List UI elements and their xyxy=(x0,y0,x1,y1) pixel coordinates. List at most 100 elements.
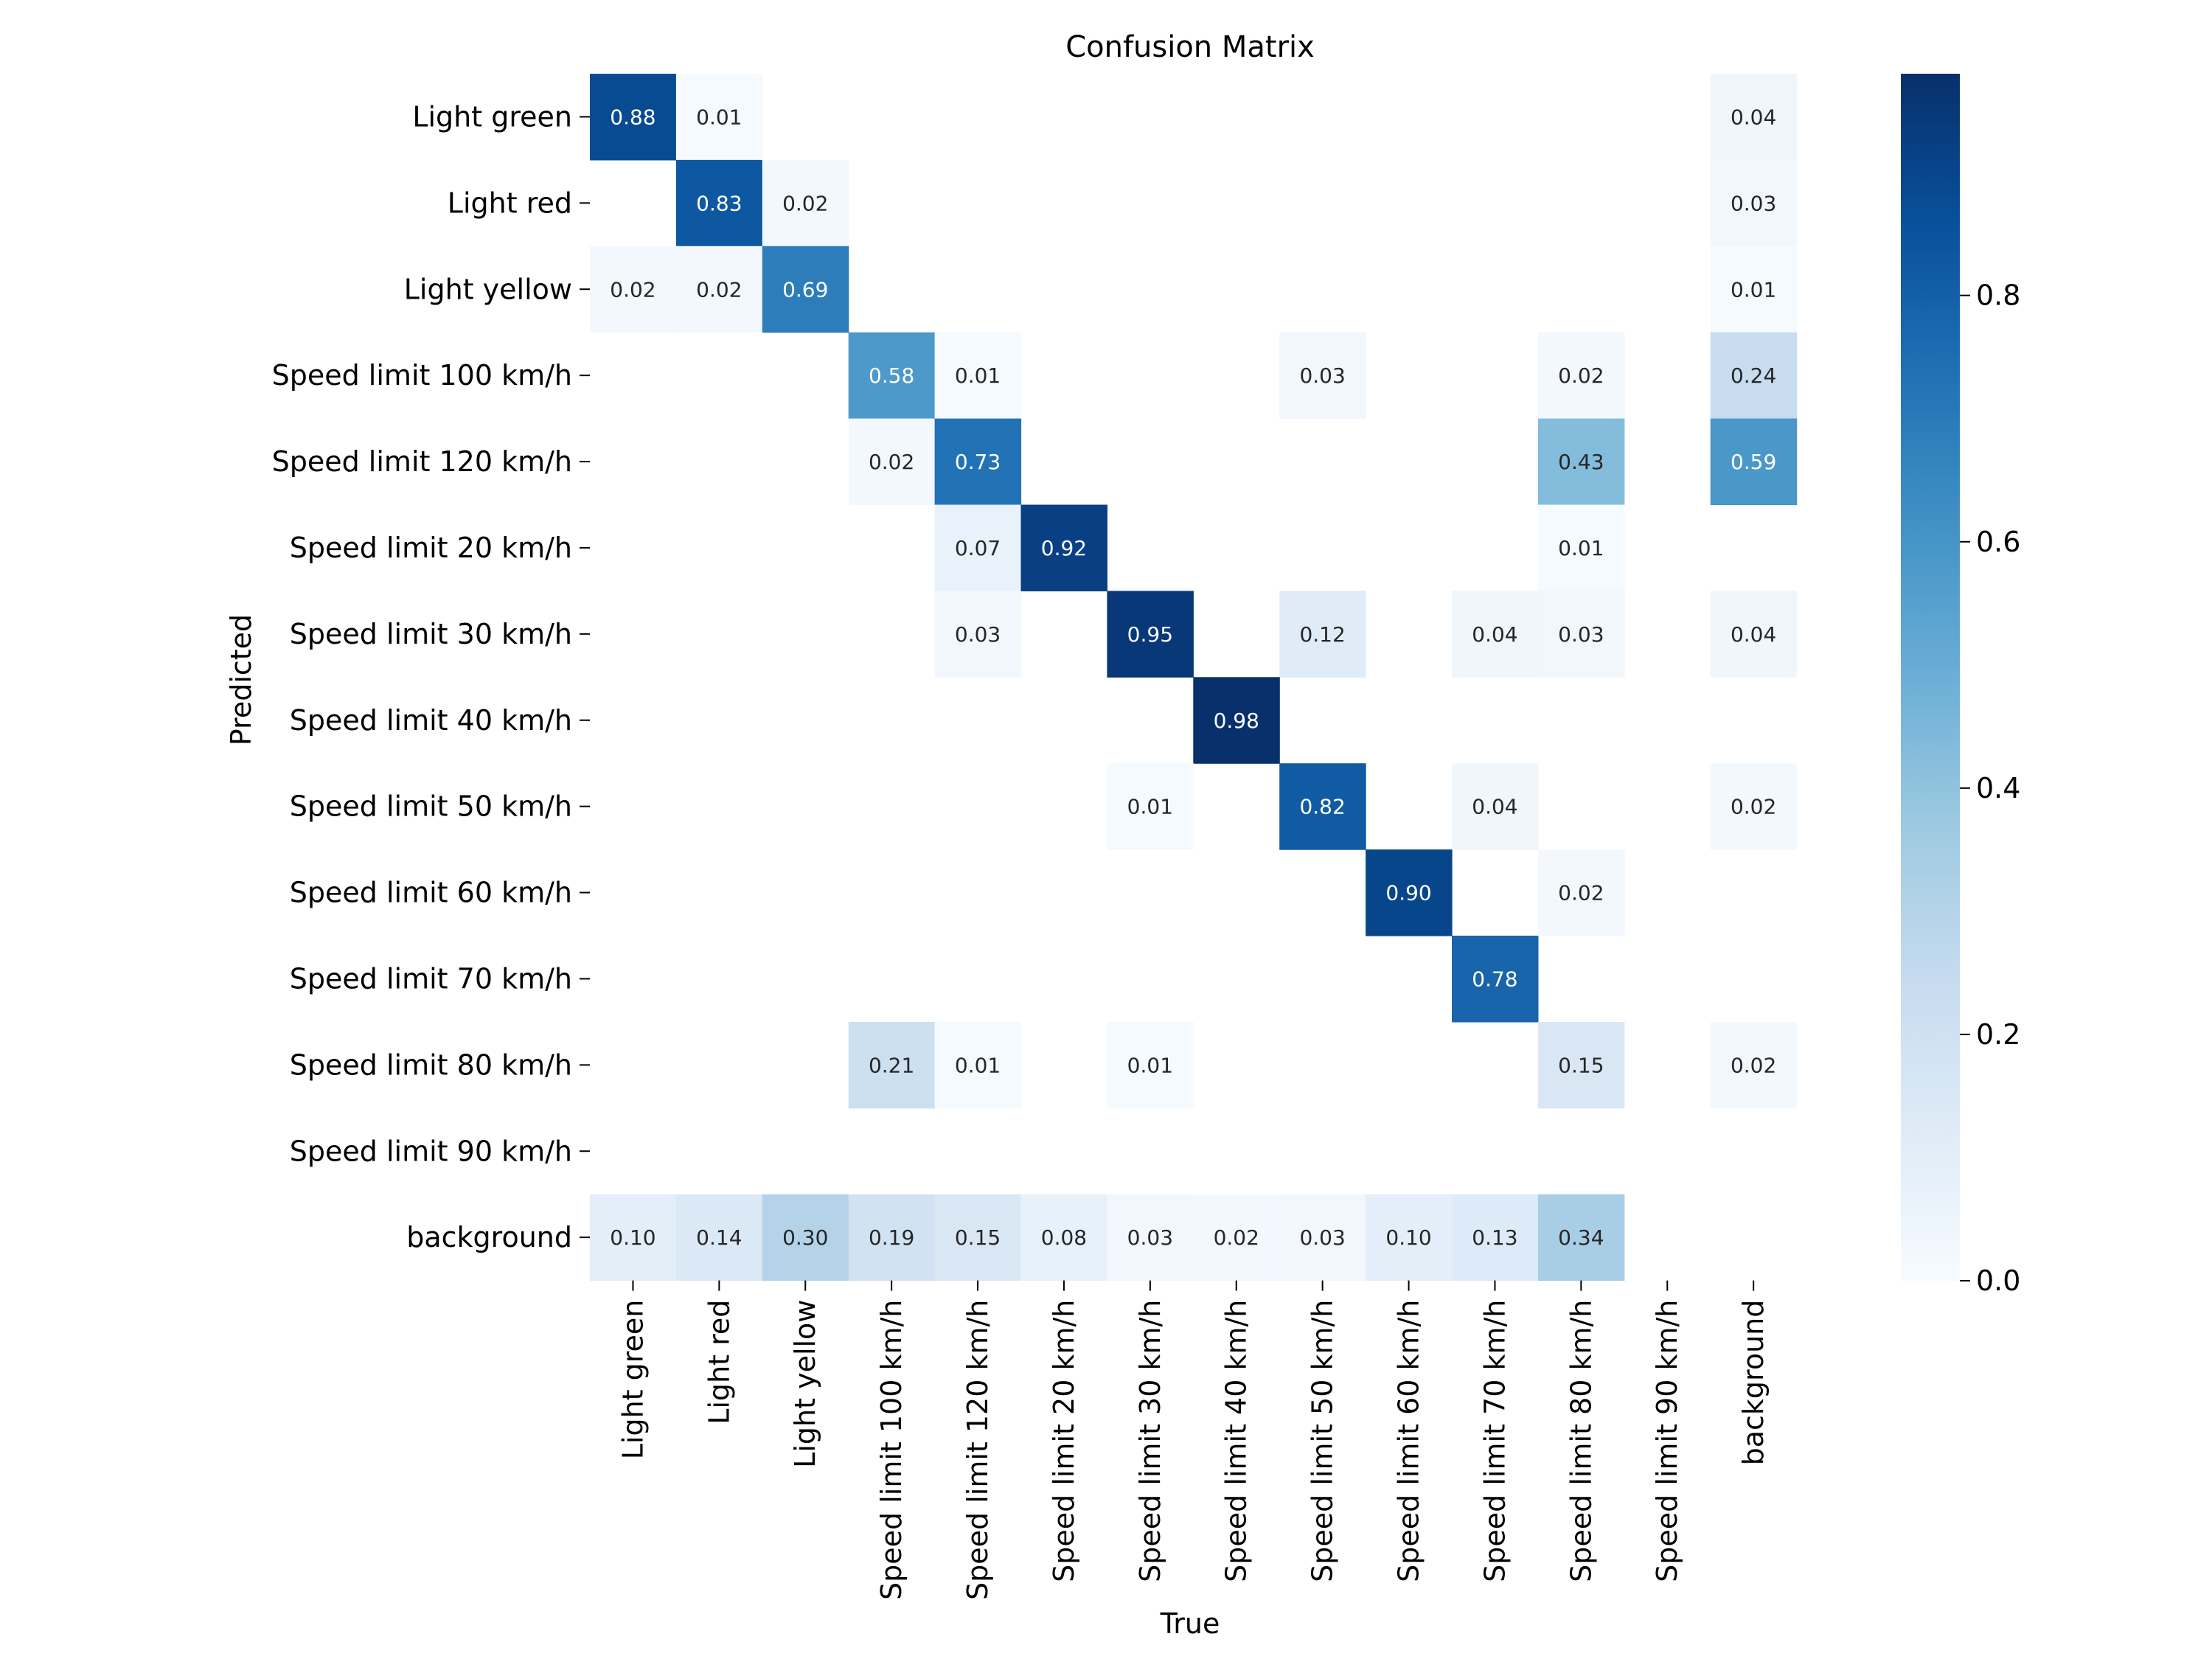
cell-value-label: 0.15 xyxy=(1558,1053,1604,1077)
heatmap-cell xyxy=(1020,1194,1107,1281)
colorbar-tick-label: 0.2 xyxy=(1976,1018,2020,1051)
heatmap-cell xyxy=(1279,332,1366,420)
cell-value-label: 0.04 xyxy=(1472,622,1517,647)
y-tick-label: Speed limit 50 km/h xyxy=(290,790,572,823)
cell-value-label: 0.90 xyxy=(1385,881,1431,905)
cell-value-label: 0.78 xyxy=(1472,967,1517,991)
heatmap-cell xyxy=(1107,763,1194,850)
cell-value-label: 0.08 xyxy=(1041,1225,1087,1250)
cell-value-label: 0.34 xyxy=(1558,1225,1604,1250)
heatmap-cell xyxy=(1710,74,1798,161)
colorbar-tick-label: 0.0 xyxy=(1976,1265,2020,1297)
heatmap-cell xyxy=(1020,504,1107,591)
heatmap-cell xyxy=(934,418,1022,506)
heatmap-cells: 0.88 0.01 0.04 0.83 0.02 0.03 0.02 0.02 0.69 0.01… xyxy=(590,74,1798,1281)
y-tick-label: Speed limit 60 km/h xyxy=(290,877,572,909)
heatmap-cell xyxy=(762,1194,849,1281)
heatmap-cell xyxy=(1537,418,1625,506)
x-tick-label: Speed limit 80 km/h xyxy=(1565,1300,1597,1582)
y-tick-label: Speed limit 100 km/h xyxy=(272,359,572,392)
cell-value-label: 0.03 xyxy=(1731,191,1776,215)
x-tick-label: Speed limit 20 km/h xyxy=(1048,1300,1080,1582)
x-tick-label: Speed limit 40 km/h xyxy=(1220,1300,1253,1582)
cell-value-label: 0.01 xyxy=(1127,1053,1173,1077)
cell-value-label: 0.10 xyxy=(610,1225,655,1250)
x-tick-label: Light yellow xyxy=(789,1300,821,1468)
cell-value-label: 0.95 xyxy=(1127,622,1173,647)
heatmap-cell xyxy=(1452,1194,1539,1281)
cell-value-label: 0.10 xyxy=(1385,1225,1431,1250)
heatmap-cell xyxy=(590,246,677,333)
cell-value-label: 0.92 xyxy=(1041,536,1087,560)
colorbar xyxy=(1901,74,1960,1281)
heatmap-cell xyxy=(1710,159,1798,247)
cell-value-label: 0.01 xyxy=(1127,795,1173,819)
y-axis-label: Predicted xyxy=(225,614,257,745)
cell-value-label: 0.04 xyxy=(1731,105,1776,129)
cell-value-label: 0.14 xyxy=(696,1225,742,1250)
heatmap-cell xyxy=(675,1194,763,1281)
cell-value-label: 0.21 xyxy=(869,1053,914,1077)
heatmap-cell xyxy=(934,591,1022,678)
cell-value-label: 0.01 xyxy=(955,1053,1001,1077)
cell-value-label: 0.19 xyxy=(869,1225,914,1250)
heatmap-cell xyxy=(934,332,1022,420)
colorbar-tick-label: 0.8 xyxy=(1976,279,2020,312)
y-tick-label: Speed limit 90 km/h xyxy=(290,1135,572,1167)
cell-value-label: 0.59 xyxy=(1731,450,1776,474)
y-tick-labels: Light green Light red Light yellow Speed li… xyxy=(272,100,590,1253)
cell-value-label: 0.02 xyxy=(696,277,742,302)
heatmap-cell xyxy=(1279,1194,1366,1281)
heatmap-cell xyxy=(1366,849,1453,936)
heatmap-cell xyxy=(1537,1021,1625,1109)
cell-value-label: 0.03 xyxy=(1299,1225,1345,1250)
y-tick-label: Speed limit 30 km/h xyxy=(290,618,572,650)
cell-value-label: 0.83 xyxy=(696,191,742,215)
cell-value-label: 0.30 xyxy=(782,1225,828,1250)
heatmap-cell xyxy=(1107,1021,1194,1109)
colorbar-ticks: 0.0 0.2 0.4 0.6 0.8 xyxy=(1960,279,2020,1297)
x-axis-label: True xyxy=(1160,1607,1220,1640)
cell-value-label: 0.01 xyxy=(955,364,1001,388)
y-tick-label: Speed limit 80 km/h xyxy=(290,1048,572,1081)
cell-value-label: 0.02 xyxy=(782,191,828,215)
heatmap-cell xyxy=(934,1194,1022,1281)
cell-value-label: 0.88 xyxy=(610,105,655,129)
cell-value-label: 0.03 xyxy=(1127,1225,1173,1250)
heatmap-cell xyxy=(1537,1194,1625,1281)
heatmap-cell xyxy=(1279,591,1366,678)
x-tick-label: Speed limit 50 km/h xyxy=(1307,1300,1339,1582)
cell-value-label: 0.02 xyxy=(1731,1053,1776,1077)
x-tick-label: Speed limit 60 km/h xyxy=(1393,1300,1425,1582)
cell-value-label: 0.04 xyxy=(1472,795,1517,819)
colorbar-tick-label: 0.4 xyxy=(1976,772,2020,804)
cell-value-label: 0.01 xyxy=(1558,536,1604,560)
heatmap-cell xyxy=(1107,591,1194,678)
heatmap-cell xyxy=(762,159,849,247)
cell-value-label: 0.04 xyxy=(1731,622,1776,647)
cell-value-label: 0.98 xyxy=(1214,709,1259,733)
cell-value-label: 0.24 xyxy=(1731,364,1776,388)
y-tick-label: background xyxy=(406,1221,572,1253)
cell-value-label: 0.58 xyxy=(869,364,914,388)
cell-value-label: 0.03 xyxy=(1299,364,1345,388)
x-tick-label: Speed limit 120 km/h xyxy=(961,1300,994,1600)
x-tick-label: Speed limit 30 km/h xyxy=(1134,1300,1166,1582)
y-tick-label: Light red xyxy=(448,187,572,219)
heatmap-cell xyxy=(762,246,849,333)
heatmap-cell xyxy=(1710,332,1798,420)
heatmap-cell xyxy=(1452,591,1539,678)
x-tick-label: Light green xyxy=(616,1300,649,1460)
heatmap-cell xyxy=(590,1194,677,1281)
cell-value-label: 0.82 xyxy=(1299,795,1345,819)
cell-value-label: 0.03 xyxy=(955,622,1001,647)
heatmap-cell xyxy=(590,74,677,161)
y-tick-label: Speed limit 70 km/h xyxy=(290,962,572,995)
heatmap-cell xyxy=(1710,1021,1798,1109)
heatmap-cell xyxy=(848,332,936,420)
heatmap-cell xyxy=(1710,418,1798,506)
heatmap-cell xyxy=(934,1021,1022,1109)
heatmap-cell xyxy=(1537,591,1625,678)
cell-value-label: 0.01 xyxy=(1731,277,1776,302)
